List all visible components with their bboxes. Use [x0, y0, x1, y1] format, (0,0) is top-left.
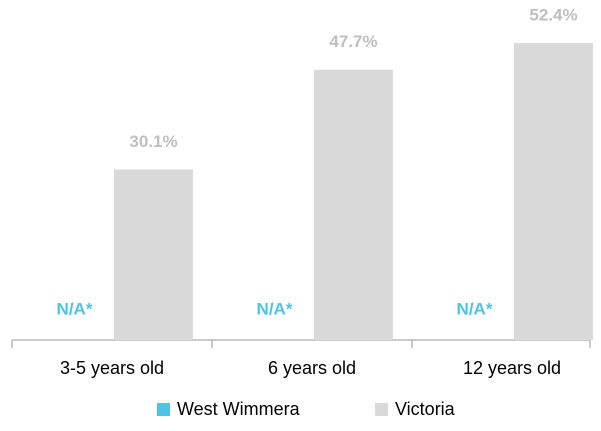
- x-tick-label: 3-5 years old: [60, 358, 164, 378]
- legend-swatch: [157, 403, 170, 416]
- bar: [114, 169, 193, 340]
- value-label: 52.4%: [529, 6, 577, 25]
- value-label: N/A*: [257, 299, 293, 318]
- x-tick-label: 6 years old: [268, 358, 356, 378]
- x-tick-label: 12 years old: [463, 358, 561, 378]
- legend-label: West Wimmera: [177, 399, 301, 419]
- legend-label: Victoria: [395, 399, 456, 419]
- value-label: N/A*: [57, 299, 93, 318]
- value-label: N/A*: [457, 299, 493, 318]
- value-label: 47.7%: [329, 32, 377, 51]
- bar: [514, 43, 593, 341]
- legend-swatch: [375, 403, 388, 416]
- bar: [314, 69, 393, 340]
- value-label: 30.1%: [129, 132, 177, 151]
